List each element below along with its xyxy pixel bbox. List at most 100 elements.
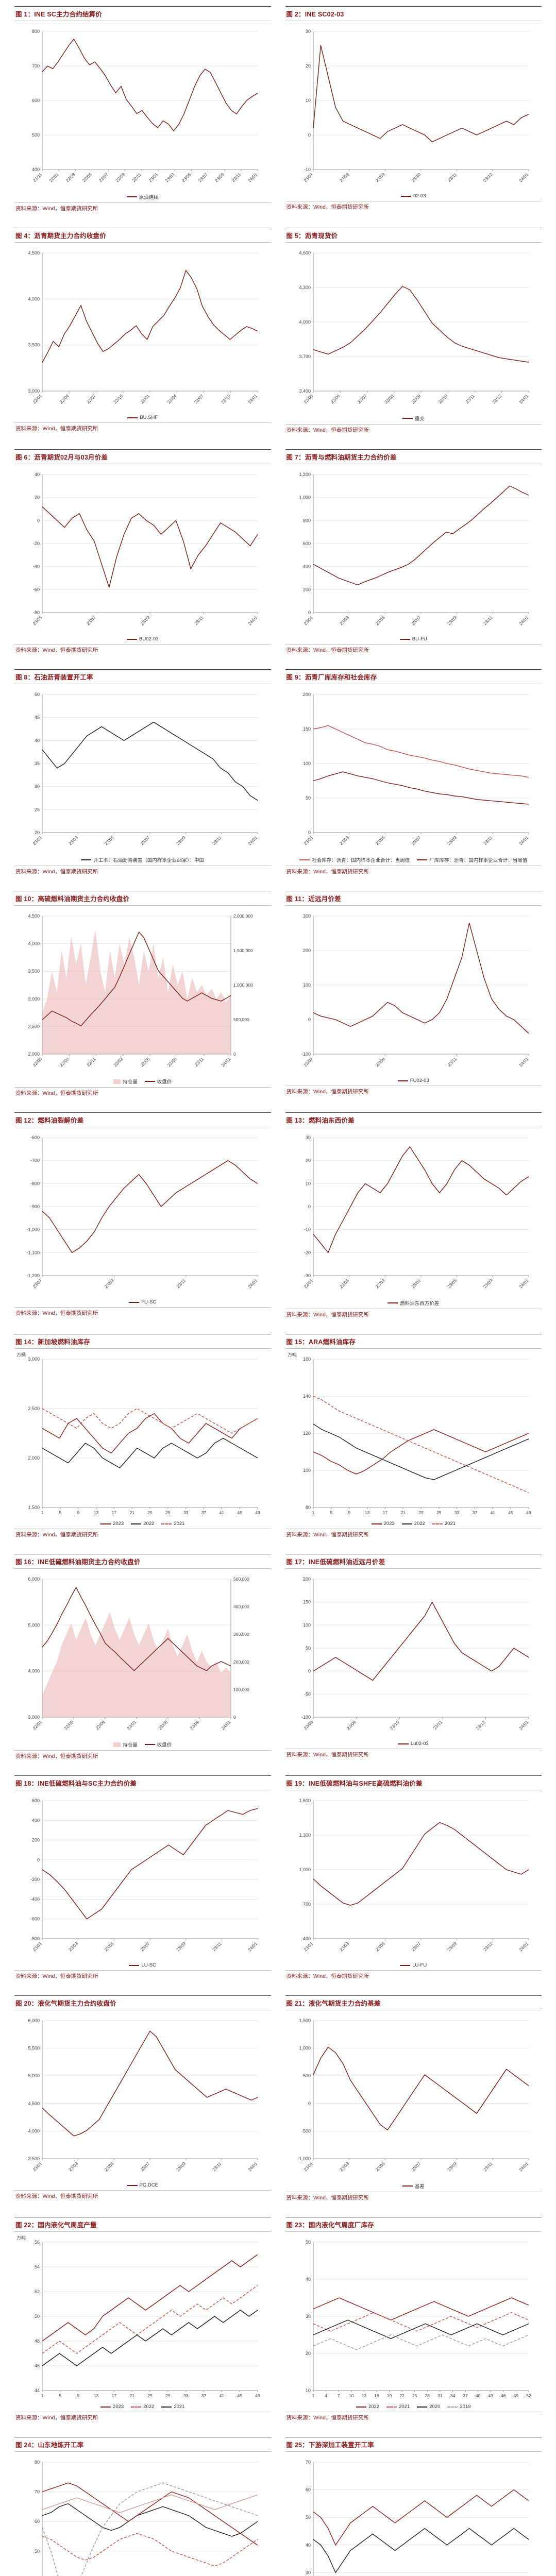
svg-text:6,000: 6,000: [28, 1577, 40, 1582]
svg-text:5,000: 5,000: [28, 1622, 40, 1628]
svg-text:23/01: 23/01: [126, 1719, 137, 1731]
svg-text:23/05: 23/05: [302, 393, 314, 404]
chart-canvas: 3,500 4,000 4,500 5,000 5,500 6,000 23/01 23/03…: [14, 2010, 271, 2182]
svg-text:23/09: 23/09: [446, 2161, 457, 2172]
chart-source: 资料来源：Wind，恒泰期货研究所: [285, 2412, 542, 2425]
svg-text:23/11: 23/11: [446, 1056, 458, 1067]
svg-text:24/01: 24/01: [518, 1278, 529, 1289]
chart-panel: 图 17：INE低硫燃料油近远月价差 -100 -50 0 50 100 150 200 23…: [285, 1554, 542, 1763]
svg-text:23/03: 23/03: [338, 1941, 349, 1952]
svg-text:600: 600: [32, 98, 40, 103]
legend-item: 持仓量: [113, 1078, 138, 1085]
svg-text:22/01: 22/01: [48, 172, 59, 183]
svg-text:0: 0: [233, 1715, 236, 1720]
svg-text:17: 17: [112, 2393, 117, 2398]
svg-text:33: 33: [454, 1510, 459, 1515]
svg-text:45: 45: [508, 1510, 513, 1515]
legend-swatch: [113, 1742, 121, 1747]
svg-text:万吨: 万吨: [288, 1352, 297, 1358]
chart-canvas: -30 -20 -10 0 10 20 30 22/01 22/05 22/09 23/01 23/0…: [285, 1127, 542, 1299]
legend-swatch: [387, 1302, 398, 1303]
svg-text:700: 700: [302, 1902, 310, 1907]
svg-text:4: 4: [325, 2393, 327, 2398]
svg-text:17: 17: [112, 1510, 117, 1515]
svg-text:700: 700: [32, 63, 40, 69]
legend-swatch: [432, 1523, 443, 1524]
chart-title: 图 13：燃料油东西价差: [285, 1112, 542, 1127]
svg-text:24/01: 24/01: [247, 1941, 258, 1952]
legend-swatch: [401, 1523, 412, 1524]
chart-panel: 图 16：INE低硫燃料油期货主力合约收盘价 3,000 4,000 5,000 6,…: [14, 1554, 271, 1763]
svg-text:-200: -200: [30, 1877, 40, 1882]
svg-text:41: 41: [220, 2393, 225, 2398]
svg-text:23/06: 23/06: [329, 393, 341, 404]
svg-text:50: 50: [35, 2549, 40, 2554]
svg-text:22/01: 22/01: [31, 1719, 43, 1731]
chart-canvas: 3,400 3,700 4,000 4,300 4,600 23/05 23/06 23/07…: [285, 243, 542, 415]
svg-text:37: 37: [472, 1510, 477, 1515]
chart-title: 图 9：沥青厂库库存和社会库存: [285, 669, 542, 684]
svg-text:万桶: 万桶: [16, 1352, 26, 1358]
chart-source: 资料来源：Wind，恒泰期货研究所: [14, 2412, 271, 2425]
chart-title: 图 2：INE SC02-03: [285, 6, 542, 21]
svg-text:49: 49: [255, 1510, 260, 1515]
svg-text:-400: -400: [30, 1896, 40, 1902]
svg-text:28: 28: [425, 2393, 430, 2398]
svg-text:300: 300: [302, 913, 310, 919]
svg-text:0: 0: [308, 610, 310, 615]
svg-text:2,000: 2,000: [28, 1052, 40, 1057]
svg-text:70: 70: [305, 2460, 310, 2465]
chart-title: 图 21：液化气期货主力合约基差: [285, 1995, 542, 2010]
chart-canvas: -800 -600 -400 -200 0 200 400 600 23/01 23/03 23/0…: [14, 1790, 271, 1962]
svg-text:24/01: 24/01: [247, 615, 258, 626]
svg-text:23/03: 23/03: [338, 615, 349, 626]
chart-source: 资料来源：Wind，恒泰期货研究所: [14, 1970, 271, 1983]
chart-legend: 燃料油东西方价差: [285, 1299, 542, 1309]
svg-text:29: 29: [436, 1510, 442, 1515]
svg-text:23/02: 23/02: [112, 1056, 124, 1067]
legend-swatch: [100, 2406, 111, 2408]
svg-text:23/09: 23/09: [214, 172, 225, 183]
svg-text:200,000: 200,000: [233, 1659, 249, 1665]
legend-item: 开工率：石油沥青装置（国内样本企业64家）：中国: [81, 856, 204, 863]
svg-text:万吨: 万吨: [16, 2235, 26, 2241]
svg-text:5,000: 5,000: [28, 2073, 40, 2078]
legend-item: 2023: [100, 2404, 124, 2410]
svg-text:-900: -900: [30, 1204, 40, 1209]
legend-swatch: [127, 417, 138, 418]
svg-text:3,000: 3,000: [28, 1357, 40, 1362]
svg-text:23/11: 23/11: [211, 835, 223, 846]
legend-item: 2023: [371, 1521, 395, 1527]
svg-text:23/11: 23/11: [432, 1719, 443, 1731]
svg-text:1,600: 1,600: [299, 1798, 311, 1803]
legend-swatch: [129, 1964, 140, 1966]
chart-title: 图 5：沥青现货价: [285, 228, 542, 243]
svg-text:3,700: 3,700: [299, 354, 311, 359]
svg-text:22/05: 22/05: [63, 1719, 74, 1731]
chart-canvas: 2,000 2,500 3,000 3,500 4,000 4,500 0 500,000 1,…: [14, 906, 271, 1078]
svg-text:23/03: 23/03: [68, 2161, 79, 2172]
svg-text:45: 45: [35, 715, 40, 720]
legend-item: 原油连续: [126, 193, 159, 200]
svg-text:23/01: 23/01: [139, 393, 150, 404]
chart-panel: 图 9：沥青厂库库存和社会库存 0 50 100 150 200 23/01 23/03 23…: [285, 669, 542, 878]
svg-text:10: 10: [305, 1181, 310, 1186]
svg-text:22/05: 22/05: [31, 1056, 43, 1067]
svg-text:37: 37: [463, 2393, 468, 2398]
svg-text:24/01: 24/01: [247, 393, 258, 404]
svg-text:10: 10: [305, 2388, 310, 2393]
svg-text:1: 1: [312, 1510, 314, 1515]
svg-text:4,500: 4,500: [28, 913, 40, 919]
svg-text:30: 30: [305, 2570, 310, 2575]
svg-text:22/11: 22/11: [86, 1056, 97, 1067]
legend-item: 2021: [161, 1521, 184, 1527]
svg-text:54: 54: [35, 2264, 40, 2269]
chart-canvas: 万吨 44 46 48 50 52 54 56 1 5 9 13 17 21 25 29 33 37 41 45 49: [14, 2232, 271, 2404]
svg-text:23/07: 23/07: [139, 1941, 150, 1952]
svg-text:50: 50: [305, 1646, 310, 1651]
chart-canvas: 400 700 1,000 1,300 1,600 23/01 23/03 23/05 23/0…: [285, 1790, 542, 1962]
svg-text:25: 25: [412, 2393, 417, 2398]
legend-swatch: [356, 2406, 366, 2408]
chart-panel: 图 13：燃料油东西价差 -30 -20 -10 0 10 20 30 22/01 22/05 2…: [285, 1112, 542, 1321]
chart-source: 资料来源：Wind，恒泰期货研究所: [285, 424, 542, 437]
